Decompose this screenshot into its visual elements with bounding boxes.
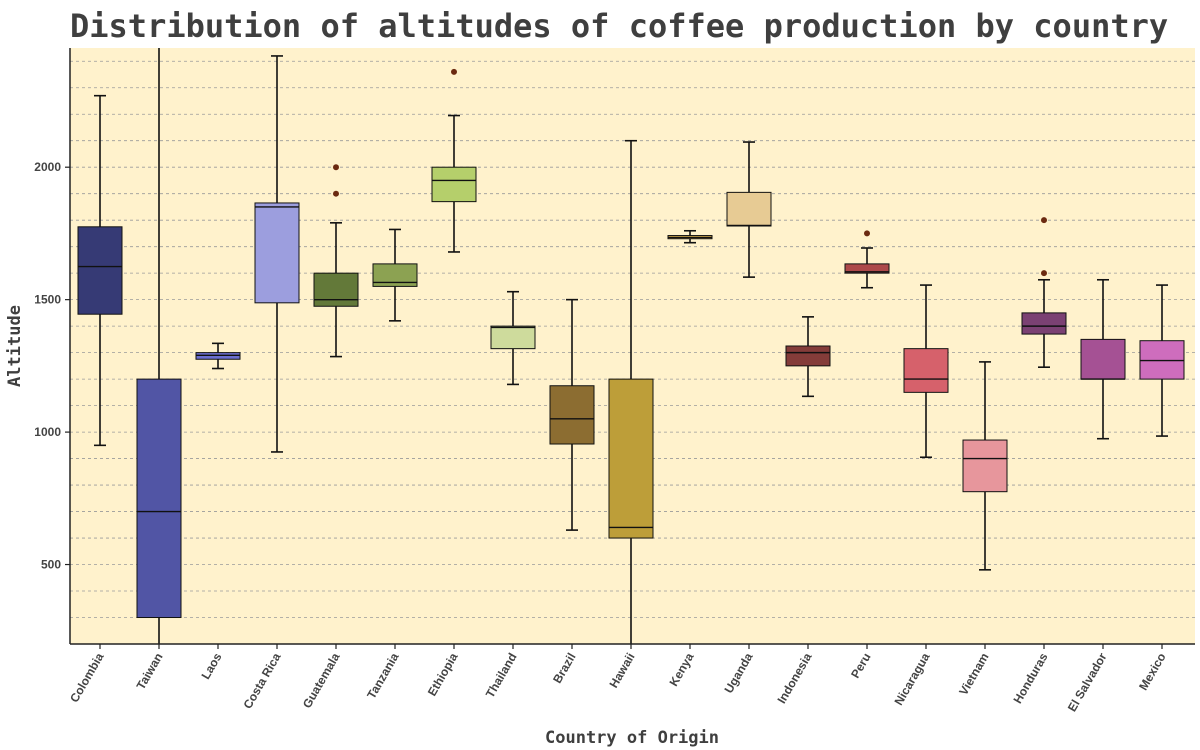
box-taiwan xyxy=(136,48,182,644)
box-indonesia xyxy=(785,316,831,398)
box-iqr xyxy=(313,272,359,307)
x-tick-label: Thailand xyxy=(483,651,520,701)
x-tick-label: Laos xyxy=(198,650,224,682)
box-colombia xyxy=(77,94,123,447)
x-axis-label: Country of Origin xyxy=(545,728,719,748)
box-vietnam xyxy=(962,361,1008,571)
y-axis-label: Altitude xyxy=(5,305,25,387)
box-hawaii xyxy=(608,139,654,644)
box-iqr xyxy=(726,191,772,227)
box-kenya xyxy=(667,229,713,244)
y-tick-label: 2000 xyxy=(34,160,61,174)
outlier-point xyxy=(451,68,457,75)
box-nicaragua xyxy=(903,284,949,459)
x-tick-label: Costa Rica xyxy=(240,650,283,711)
x-tick-label: Colombia xyxy=(67,650,107,705)
x-tick-label: Honduras xyxy=(1010,650,1050,706)
box-iqr xyxy=(1080,338,1126,380)
box-iqr xyxy=(903,348,949,393)
y-tick-label: 1000 xyxy=(34,425,61,439)
x-tick-label: Peru xyxy=(848,651,873,681)
x-tick-label: Indonesia xyxy=(774,650,814,706)
box-honduras xyxy=(1021,217,1067,368)
box-iqr xyxy=(844,263,890,274)
box-iqr xyxy=(785,345,831,367)
box-ethiopia xyxy=(431,68,477,253)
x-tick-label: Hawaii xyxy=(606,651,637,691)
x-ticks: Colombia Taiwan Laos Costa Rica Guatemala Tan… xyxy=(67,644,1169,714)
x-tick-label: Tanzania xyxy=(364,650,402,701)
x-tick-label: Kenya xyxy=(666,650,696,688)
box-iqr xyxy=(431,166,477,203)
box-laos xyxy=(195,342,241,370)
box-mexico xyxy=(1139,284,1185,437)
y-tick-label: 500 xyxy=(41,558,61,572)
box-costa-rica xyxy=(254,55,300,453)
x-tick-label: Brazil xyxy=(550,651,578,686)
box-guatemala xyxy=(313,164,359,358)
box-iqr xyxy=(372,263,418,287)
box-uganda xyxy=(726,141,772,278)
box-iqr xyxy=(549,385,595,445)
outlier-point xyxy=(1041,217,1047,224)
box-brazil xyxy=(549,298,595,531)
outlier-point xyxy=(333,164,339,171)
x-tick-label: El Salvador xyxy=(1065,650,1110,714)
x-tick-label: Uganda xyxy=(721,650,755,695)
x-tick-label: Nicaragua xyxy=(891,650,932,708)
box-peru xyxy=(844,230,890,289)
x-tick-label: Ethiopia xyxy=(425,650,461,698)
box-iqr xyxy=(490,325,536,350)
box-iqr xyxy=(254,202,300,304)
box-iqr xyxy=(608,378,654,539)
box-iqr xyxy=(77,226,123,315)
plot-background xyxy=(70,48,1195,644)
box-thailand xyxy=(490,290,536,386)
box-tanzania xyxy=(372,228,418,322)
outlier-point xyxy=(333,190,339,197)
box-iqr xyxy=(136,378,182,619)
boxes-layer xyxy=(77,48,1185,644)
outlier-point xyxy=(864,230,870,237)
x-tick-label: Vietnam xyxy=(956,651,991,698)
x-tick-label: Taiwan xyxy=(134,651,166,692)
x-tick-label: Mexico xyxy=(1136,651,1168,693)
y-tick-label: 1500 xyxy=(34,293,61,307)
chart-title: Distribution of altitudes of coffee prod… xyxy=(70,7,1168,45)
outlier-point xyxy=(1041,270,1047,277)
y-ticks: 500 1000 1500 2000 xyxy=(34,160,70,572)
box-iqr xyxy=(962,439,1008,493)
box-iqr xyxy=(1021,312,1067,335)
x-tick-label: Guatemala xyxy=(300,650,343,710)
box-el-salvador xyxy=(1080,278,1126,440)
